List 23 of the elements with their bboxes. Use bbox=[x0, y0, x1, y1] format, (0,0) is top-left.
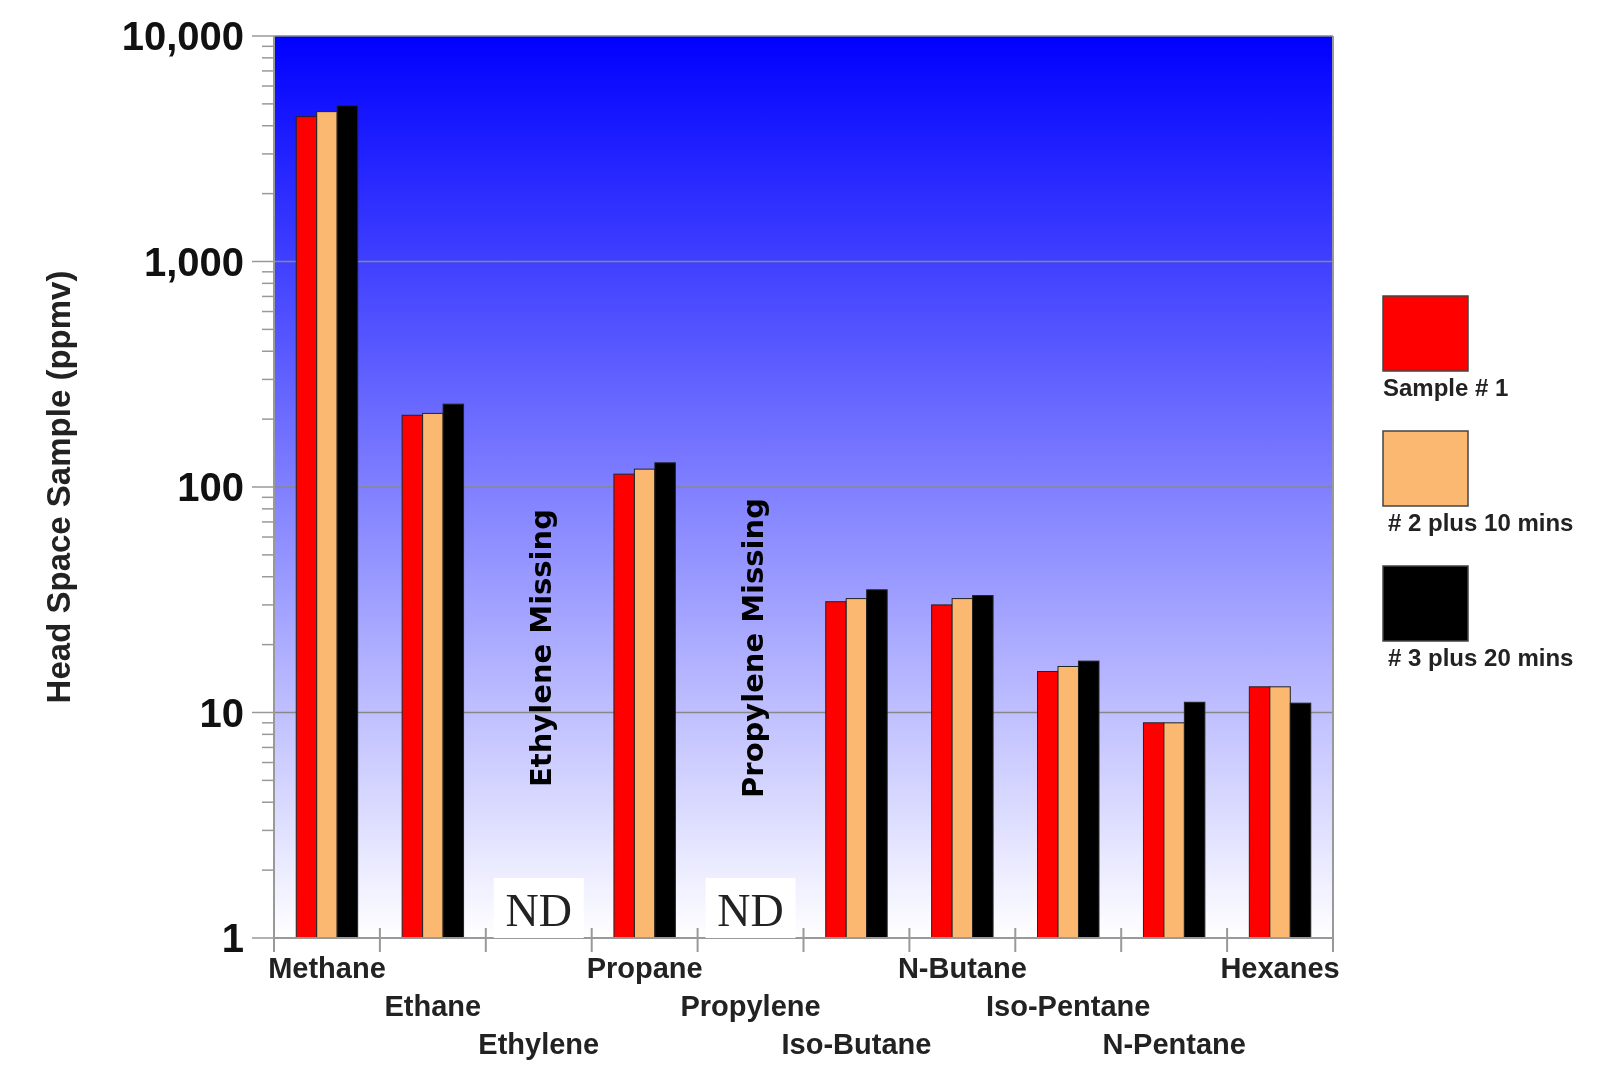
x-tick-label: Hexanes bbox=[1220, 952, 1340, 984]
x-tick-label: Methane bbox=[268, 952, 386, 984]
annotation: ND bbox=[505, 885, 572, 937]
text: # 2 plus 10 mins bbox=[1388, 509, 1574, 536]
y-tick-label: 10,000 bbox=[121, 14, 244, 58]
text: # 3 plus 20 mins bbox=[1388, 644, 1574, 671]
annotation: ND bbox=[717, 885, 784, 937]
y-tick-label: 1 bbox=[221, 916, 244, 960]
annotation: Ethylene Missing bbox=[523, 509, 558, 787]
x-tick-label: Iso-Pentane bbox=[986, 990, 1151, 1022]
text: Sample # 1 bbox=[1383, 374, 1509, 401]
x-tick-label: Iso-Butane bbox=[781, 1028, 932, 1060]
y-axis-title: Head Space Sample (ppmv) bbox=[40, 270, 77, 704]
x-tick-label: Ethylene bbox=[478, 1028, 600, 1060]
x-tick-label: Propylene bbox=[680, 990, 821, 1022]
x-tick-label: Propane bbox=[586, 952, 703, 984]
x-tick-label: Ethane bbox=[384, 990, 482, 1022]
y-tick-label: 10 bbox=[199, 690, 244, 735]
annotation: Propylene Missing bbox=[735, 498, 770, 798]
y-tick-label: 1,000 bbox=[143, 239, 244, 284]
x-tick-label: N-Pentane bbox=[1102, 1028, 1246, 1060]
x-tick-label: N-Butane bbox=[897, 952, 1027, 984]
y-tick-label: 100 bbox=[177, 465, 244, 509]
